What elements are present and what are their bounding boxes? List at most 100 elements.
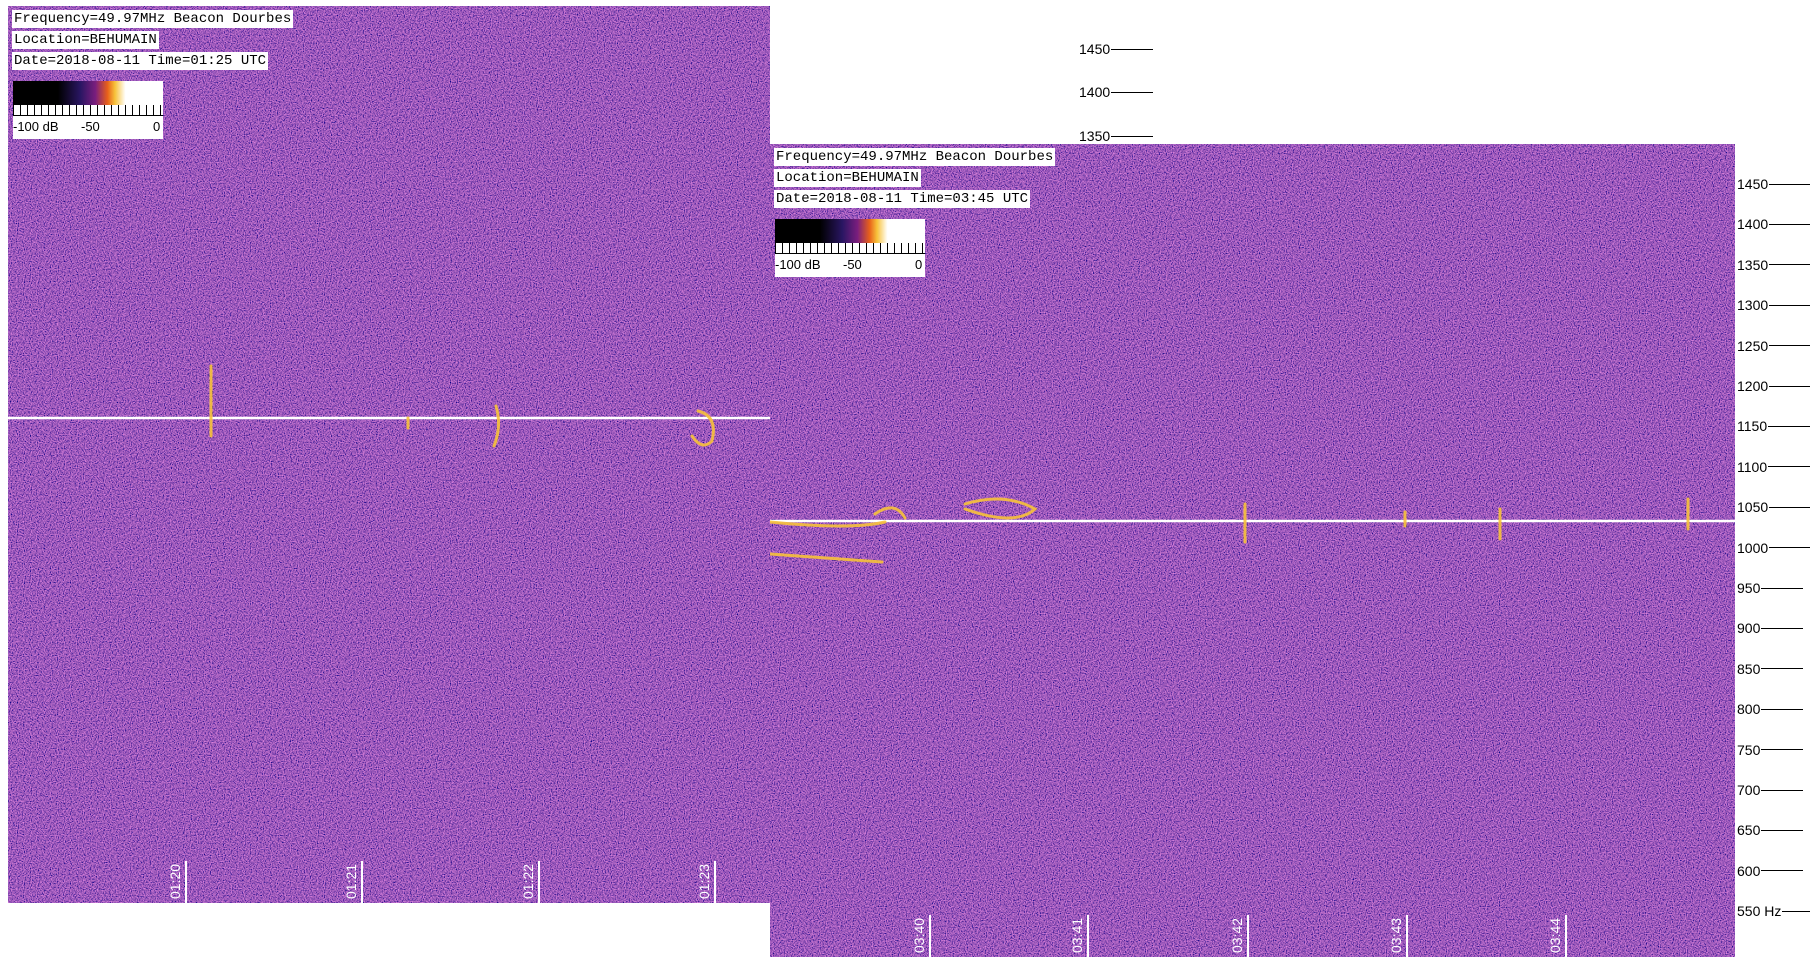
info-line: Date=2018-08-11 Time=01:25 UTC xyxy=(12,52,269,70)
frequency-tick xyxy=(1769,264,1810,266)
frequency-tick xyxy=(1768,425,1810,427)
frequency-tick xyxy=(1761,587,1804,589)
frequency-tick xyxy=(1761,829,1804,831)
noise-background xyxy=(770,144,1735,957)
frequency-label: 650 xyxy=(1737,822,1804,839)
time-label: 03:41 xyxy=(1069,917,1085,953)
time-label: 01:21 xyxy=(343,863,359,899)
colorbar: -100 dB -50 0 xyxy=(775,219,925,277)
frequency-text: 600 xyxy=(1737,862,1761,879)
frequency-text: 650 xyxy=(1737,822,1761,839)
info-line: Frequency=49.97MHz Beacon Dourbes xyxy=(774,148,1056,166)
frequency-label: 900 xyxy=(1737,620,1804,637)
meteor-echo xyxy=(690,409,715,447)
time-label: 03:42 xyxy=(1229,917,1245,953)
frequency-text: 850 xyxy=(1737,660,1761,677)
colorbar: -100 dB -50 0 xyxy=(13,81,163,139)
frequency-label: 700 xyxy=(1737,782,1804,798)
info-line: Location=BEHUMAIN xyxy=(12,31,159,49)
frequency-label: 1000 xyxy=(1737,540,1810,556)
time-tick xyxy=(1406,915,1408,957)
frequency-tick xyxy=(1769,223,1810,225)
meteor-echo xyxy=(770,520,887,528)
frequency-tick xyxy=(1111,48,1154,50)
frequency-text: 900 xyxy=(1737,620,1761,637)
colorbar-gradient xyxy=(775,219,925,243)
time-label: 03:40 xyxy=(911,917,927,953)
time-label: 01:20 xyxy=(167,863,183,899)
frequency-tick xyxy=(1769,183,1810,185)
time-tick xyxy=(538,861,540,903)
time-tick xyxy=(1087,915,1089,957)
frequency-text: 1400 xyxy=(1079,84,1111,100)
frequency-text: 1000 xyxy=(1737,539,1769,556)
frequency-label: 1450 xyxy=(1079,41,1154,57)
meteor-echo xyxy=(873,506,907,520)
frequency-label: 1100 xyxy=(1737,459,1810,475)
frequency-text: 800 xyxy=(1737,701,1761,718)
frequency-tick xyxy=(1761,668,1804,670)
frequency-text: 1450 xyxy=(1737,176,1769,192)
frequency-label: 1050 xyxy=(1737,499,1810,515)
time-tick xyxy=(1247,915,1249,957)
frequency-text: 700 xyxy=(1737,782,1761,798)
frequency-text: 950 xyxy=(1737,580,1761,596)
frequency-text: 550 Hz xyxy=(1737,903,1782,920)
frequency-text: 1400 xyxy=(1737,216,1769,233)
colorbar-ticks xyxy=(13,105,163,116)
frequency-text: 1300 xyxy=(1737,297,1769,314)
frequency-tick xyxy=(1769,506,1810,508)
time-tick xyxy=(1565,915,1567,957)
frequency-label: 800 xyxy=(1737,701,1804,718)
time-label: 01:23 xyxy=(696,863,712,899)
time-label: 03:44 xyxy=(1547,917,1563,953)
frequency-label: 1400 xyxy=(1079,84,1154,100)
time-tick xyxy=(714,861,716,903)
frequency-label: 850 xyxy=(1737,660,1804,677)
frequency-text: 1100 xyxy=(1737,458,1768,475)
frequency-label: 950 xyxy=(1737,580,1804,596)
frequency-tick xyxy=(1782,910,1810,912)
frequency-text: 1200 xyxy=(1737,378,1769,394)
frequency-label: 1350 xyxy=(1079,128,1154,144)
frequency-label: 1350 xyxy=(1737,257,1810,273)
frequency-text: 1250 xyxy=(1737,337,1769,354)
frequency-text: 1350 xyxy=(1079,128,1111,144)
frequency-text: 1350 xyxy=(1737,256,1769,273)
frequency-label: 750 xyxy=(1737,742,1804,758)
frequency-tick xyxy=(1761,708,1804,710)
colorbar-gradient xyxy=(13,81,163,105)
frequency-tick xyxy=(1769,345,1810,347)
frequency-label: 1200 xyxy=(1737,378,1810,394)
colorbar-label: -50 xyxy=(843,257,862,272)
frequency-tick xyxy=(1111,135,1154,137)
frequency-label: 1450 xyxy=(1737,176,1810,192)
frequency-text: 1150 xyxy=(1737,418,1768,435)
frequency-tick xyxy=(1769,304,1810,306)
spectrogram-window: Frequency=49.97MHz Beacon Dourbes Locatio… xyxy=(8,6,770,903)
colorbar-label: -100 dB xyxy=(775,257,821,272)
frequency-label: 1250 xyxy=(1737,338,1810,354)
frequency-label: 1150 xyxy=(1737,418,1810,434)
frequency-tick xyxy=(1761,870,1804,872)
meteor-echo xyxy=(770,552,884,564)
time-tick xyxy=(929,915,931,957)
colorbar-label: 0 xyxy=(915,257,923,272)
colorbar-label: 0 xyxy=(153,119,161,134)
info-line: Frequency=49.97MHz Beacon Dourbes xyxy=(12,10,294,28)
colorbar-label: -50 xyxy=(81,119,100,134)
frequency-label: 1400 xyxy=(1737,216,1810,232)
time-label: 03:43 xyxy=(1388,917,1404,953)
frequency-tick xyxy=(1768,466,1810,468)
frequency-tick xyxy=(1769,547,1810,549)
noise-background xyxy=(8,6,770,903)
frequency-text: 1050 xyxy=(1737,499,1769,516)
spectrogram xyxy=(8,6,770,903)
frequency-tick xyxy=(1761,789,1804,791)
frequency-text: 1450 xyxy=(1079,41,1111,57)
time-tick xyxy=(185,861,187,903)
frequency-label: 600 xyxy=(1737,862,1804,879)
frequency-tick xyxy=(1769,385,1810,387)
time-tick xyxy=(361,861,363,903)
